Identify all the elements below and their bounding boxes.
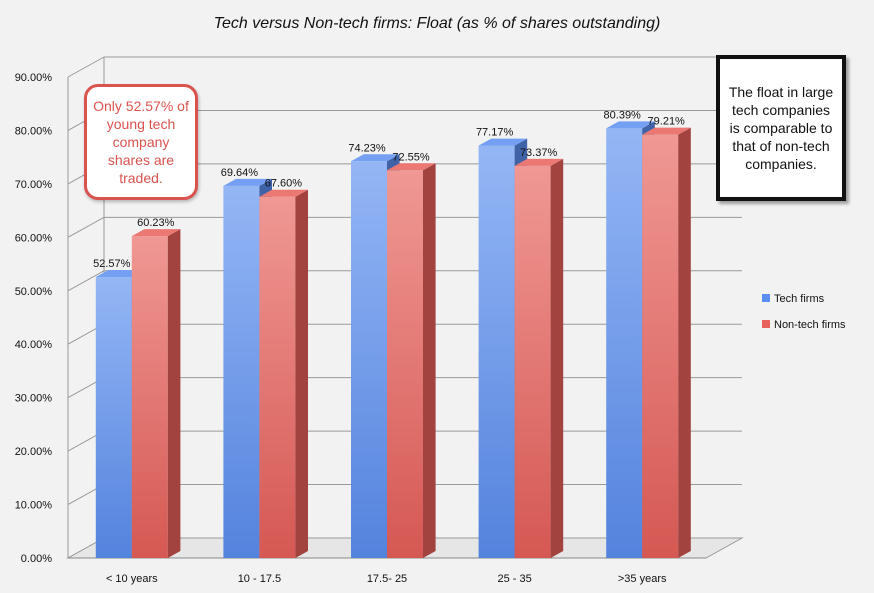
nontech-bar <box>387 170 423 558</box>
y-tick-label: 50.00% <box>15 286 53 298</box>
data-label: 69.64% <box>221 167 259 179</box>
data-label: 73.37% <box>520 147 558 159</box>
young-tech-callout-text: Only 52.57% of young tech company shares… <box>93 98 189 186</box>
tech-bar <box>351 161 387 558</box>
nontech-bar-top <box>387 163 436 171</box>
gridline-depth <box>67 56 105 78</box>
y-tick-label: 90.00% <box>15 72 53 84</box>
nontech-bar-top <box>131 229 181 237</box>
tech-bar-top <box>223 178 272 186</box>
nontech-bar-side <box>167 229 181 558</box>
y-tick-label: 60.00% <box>15 232 53 244</box>
data-label: 60.23% <box>137 217 175 229</box>
y-tick-label: 30.00% <box>15 393 53 405</box>
nontech-bar <box>514 165 551 558</box>
large-tech-callout: The float in large tech companies is com… <box>716 55 846 201</box>
data-label: 77.17% <box>476 127 514 139</box>
x-tick-label: 17.5- 25 <box>367 573 407 585</box>
x-tick-label: >35 years <box>618 573 667 585</box>
tech-bar <box>95 277 132 558</box>
data-label: 72.55% <box>392 151 430 163</box>
y-tick-label: 70.00% <box>15 179 53 191</box>
nontech-bar <box>259 196 296 558</box>
gridline-depth <box>67 270 105 292</box>
nontech-bar <box>642 134 679 558</box>
y-tick-label: 20.00% <box>15 446 53 458</box>
y-tick-label: 80.00% <box>15 125 53 137</box>
data-label: 80.39% <box>604 109 642 121</box>
chart-title: Tech versus Non-tech firms: Float (as % … <box>214 15 661 32</box>
legend-swatch <box>762 294 770 302</box>
large-tech-callout-text: The float in large tech companies is com… <box>728 84 834 172</box>
nontech-bar-top <box>514 158 564 166</box>
data-label: 79.21% <box>648 116 686 128</box>
nontech-bar <box>131 236 168 558</box>
y-tick-label: 0.00% <box>21 553 52 565</box>
gridline-depth <box>67 216 105 238</box>
tech-bar <box>223 185 260 559</box>
young-tech-callout: Only 52.57% of young tech company shares… <box>84 84 198 200</box>
y-tick-label: 40.00% <box>15 339 53 351</box>
nontech-bar-top <box>259 189 308 197</box>
data-label: 67.60% <box>265 178 303 190</box>
nontech-bar-top <box>642 127 691 135</box>
tech-bar <box>606 128 643 558</box>
tech-bar-top <box>351 154 400 162</box>
nontech-bar-side <box>423 163 436 558</box>
nontech-bar-side <box>678 127 691 558</box>
data-label: 52.57% <box>93 258 131 270</box>
legend-label: Non-tech firms <box>774 319 846 331</box>
x-tick-label: 10 - 17.5 <box>238 573 281 585</box>
legend-label: Tech firms <box>774 293 825 305</box>
x-tick-label: < 10 years <box>106 573 158 585</box>
legend-swatch <box>762 320 770 328</box>
tech-bar-top <box>606 121 655 129</box>
nontech-bar-side <box>550 158 564 558</box>
y-tick-label: 10.00% <box>15 500 53 512</box>
nontech-bar-side <box>295 189 308 558</box>
tech-bar-top <box>478 138 528 146</box>
x-tick-label: 25 - 35 <box>497 573 531 585</box>
data-label: 74.23% <box>348 142 386 154</box>
tech-bar <box>478 145 515 559</box>
